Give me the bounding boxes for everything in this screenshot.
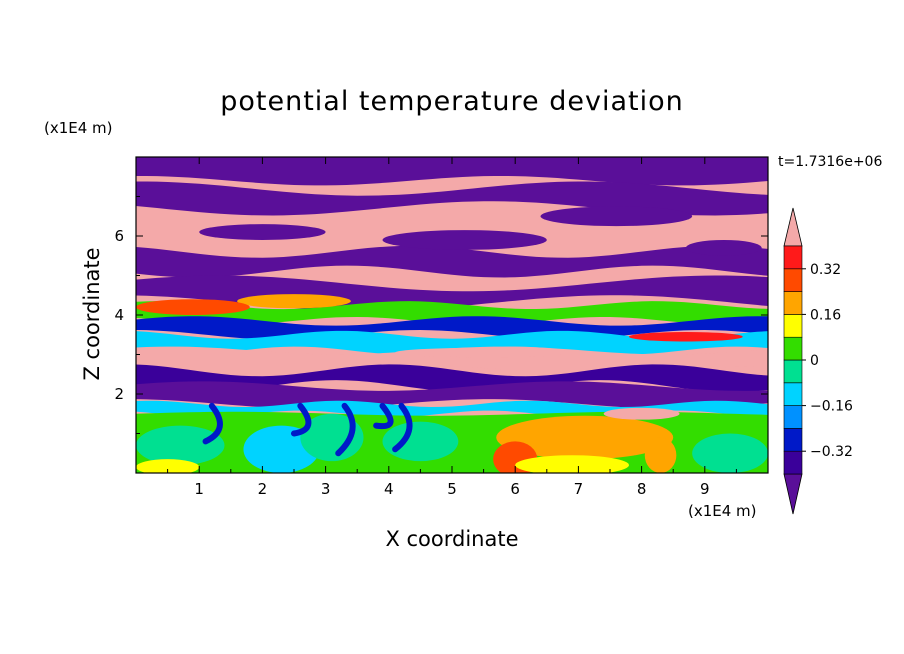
colorbar-label: −0.16 xyxy=(810,399,853,415)
field-blob-14 xyxy=(628,331,743,342)
colorbar-label: 0.16 xyxy=(810,307,841,323)
colorbar-level xyxy=(783,359,803,384)
field-plume-4 xyxy=(392,402,413,453)
colorbar-level xyxy=(783,314,803,338)
field-blob-15 xyxy=(540,206,693,227)
field-blob-3 xyxy=(382,421,459,462)
y-tick-label: 6 xyxy=(114,227,124,245)
field-blob-9 xyxy=(603,407,680,420)
colorbar-level xyxy=(783,405,803,429)
x-tick-label: 3 xyxy=(321,480,331,498)
field-blob-8 xyxy=(515,455,629,473)
band-blue xyxy=(136,316,768,340)
y-tick-label: 4 xyxy=(114,306,124,324)
x-tick-label: 8 xyxy=(637,480,647,498)
colorbar: −0.32 −0.16 0 0.16 0.32 xyxy=(783,207,853,515)
field-blob-0 xyxy=(136,425,225,466)
colorbar-level xyxy=(783,450,803,475)
chart-title: potential temperature deviation xyxy=(220,86,684,117)
field-blob-13 xyxy=(395,347,573,358)
colorbar-level xyxy=(783,428,803,452)
colorbar-level xyxy=(783,245,803,270)
field-plume-2 xyxy=(335,402,356,457)
colorbar-extend-top xyxy=(783,207,803,247)
field-blob-10 xyxy=(692,433,768,473)
x-axis-label: X coordinate xyxy=(0,527,904,551)
colorbar-level xyxy=(783,382,803,406)
band-green xyxy=(136,301,768,325)
x-tick-label: 4 xyxy=(384,480,394,498)
field-blob-17 xyxy=(382,230,547,250)
field-blob-18 xyxy=(685,239,762,256)
colorbar-level xyxy=(783,268,803,292)
y-tick-label: 2 xyxy=(114,385,124,403)
axis-ticks: 1 2 3 4 5 6 7 8 9 2 4 6 xyxy=(114,157,768,498)
x-tick-label: 5 xyxy=(447,480,457,498)
colorbar-label: 0.32 xyxy=(810,262,841,278)
field-blob-16 xyxy=(199,224,326,240)
field-blob-5 xyxy=(496,415,674,460)
x-axis-label-text: X coordinate xyxy=(385,527,519,551)
x-tick-label: 9 xyxy=(700,480,710,498)
field-plume-0 xyxy=(202,402,223,445)
x-tick-label: 7 xyxy=(574,480,584,498)
x-tick-label: 2 xyxy=(258,480,268,498)
field-layer xyxy=(136,157,768,473)
x-unit-label: (x1E4 m) xyxy=(688,502,757,520)
field-plume-1 xyxy=(291,402,312,437)
band-navy xyxy=(136,364,768,393)
field-blob-11 xyxy=(237,294,351,309)
field-blob-2 xyxy=(300,413,364,462)
field-blob-7 xyxy=(644,437,677,473)
band-cyan xyxy=(136,330,768,355)
colorbar-level xyxy=(783,336,803,361)
band-purple-low xyxy=(136,381,768,409)
y-unit-label: (x1E4 m) xyxy=(44,119,113,137)
x-tick-label: 1 xyxy=(194,480,204,498)
colorbar-label: −0.32 xyxy=(810,444,853,460)
field-plume-3 xyxy=(373,402,394,430)
field-blob-4 xyxy=(136,459,200,473)
band-pink-mid xyxy=(136,346,768,375)
colorbar-extend-bottom xyxy=(783,473,803,515)
colorbar-level xyxy=(783,291,803,315)
time-label: t=1.7316e+06 xyxy=(778,154,883,170)
field-blob-1 xyxy=(243,425,320,473)
field-blob-12 xyxy=(136,299,250,315)
band-top-purple xyxy=(136,157,768,186)
x-tick-label: 6 xyxy=(510,480,520,498)
colorbar-label: 0 xyxy=(810,353,819,369)
band-mid-purple xyxy=(136,245,768,278)
